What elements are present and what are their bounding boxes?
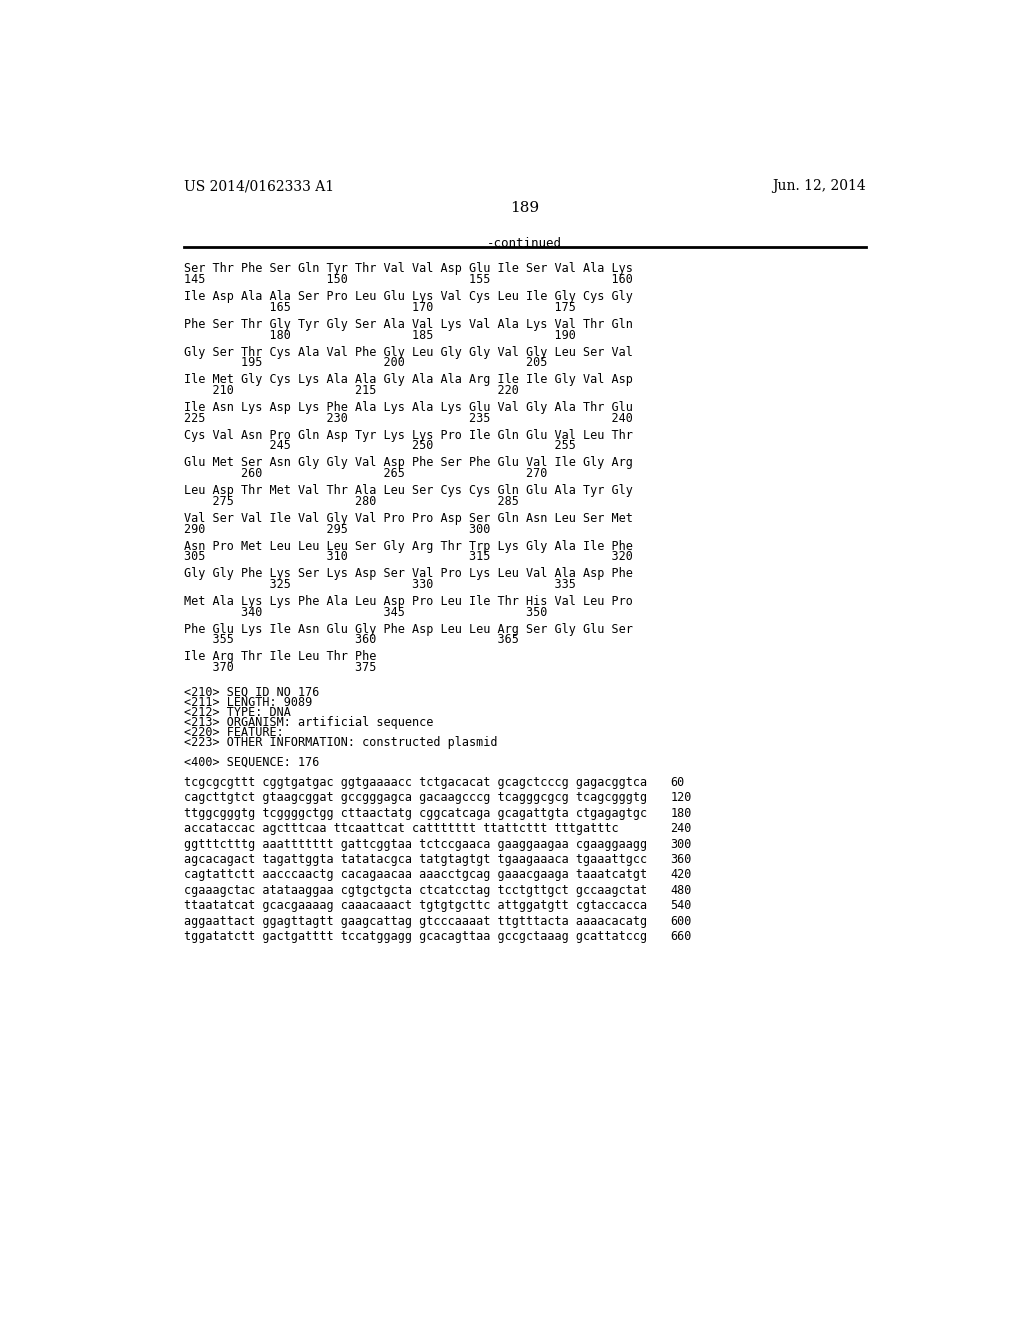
Text: <223> OTHER INFORMATION: constructed plasmid: <223> OTHER INFORMATION: constructed pla… <box>183 737 498 748</box>
Text: Ile Asn Lys Asp Lys Phe Ala Lys Ala Lys Glu Val Gly Ala Thr Glu: Ile Asn Lys Asp Lys Phe Ala Lys Ala Lys … <box>183 401 633 414</box>
Text: Jun. 12, 2014: Jun. 12, 2014 <box>772 180 866 193</box>
Text: Asn Pro Met Leu Leu Leu Ser Gly Arg Thr Trp Lys Gly Ala Ile Phe: Asn Pro Met Leu Leu Leu Ser Gly Arg Thr … <box>183 540 633 553</box>
Text: -continued: -continued <box>487 238 562 249</box>
Text: Glu Met Ser Asn Gly Gly Val Asp Phe Ser Phe Glu Val Ile Gly Arg: Glu Met Ser Asn Gly Gly Val Asp Phe Ser … <box>183 457 633 470</box>
Text: 120: 120 <box>671 792 692 804</box>
Text: 600: 600 <box>671 915 692 928</box>
Text: 60: 60 <box>671 776 685 789</box>
Text: ttaatatcat gcacgaaaag caaacaaact tgtgtgcttc attggatgtt cgtaccacca: ttaatatcat gcacgaaaag caaacaaact tgtgtgc… <box>183 899 647 912</box>
Text: Gly Gly Phe Lys Ser Lys Asp Ser Val Pro Lys Leu Val Ala Asp Phe: Gly Gly Phe Lys Ser Lys Asp Ser Val Pro … <box>183 568 633 581</box>
Text: Ile Asp Ala Ala Ser Pro Leu Glu Lys Val Cys Leu Ile Gly Cys Gly: Ile Asp Ala Ala Ser Pro Leu Glu Lys Val … <box>183 290 633 304</box>
Text: 189: 189 <box>510 201 540 215</box>
Text: Cys Val Asn Pro Gln Asp Tyr Lys Lys Pro Ile Gln Glu Val Leu Thr: Cys Val Asn Pro Gln Asp Tyr Lys Lys Pro … <box>183 429 633 442</box>
Text: 305                 310                 315                 320: 305 310 315 320 <box>183 550 633 564</box>
Text: Ile Met Gly Cys Lys Ala Ala Gly Ala Ala Arg Ile Ile Gly Val Asp: Ile Met Gly Cys Lys Ala Ala Gly Ala Ala … <box>183 374 633 387</box>
Text: 195                 200                 205: 195 200 205 <box>183 356 547 370</box>
Text: cgaaagctac atataaggaa cgtgctgcta ctcatcctag tcctgttgct gccaagctat: cgaaagctac atataaggaa cgtgctgcta ctcatcc… <box>183 884 647 896</box>
Text: 180                 185                 190: 180 185 190 <box>183 329 575 342</box>
Text: Ser Thr Phe Ser Gln Tyr Thr Val Val Asp Glu Ile Ser Val Ala Lys: Ser Thr Phe Ser Gln Tyr Thr Val Val Asp … <box>183 263 633 276</box>
Text: US 2014/0162333 A1: US 2014/0162333 A1 <box>183 180 334 193</box>
Text: Met Ala Lys Lys Phe Ala Leu Asp Pro Leu Ile Thr His Val Leu Pro: Met Ala Lys Lys Phe Ala Leu Asp Pro Leu … <box>183 595 633 609</box>
Text: Phe Ser Thr Gly Tyr Gly Ser Ala Val Lys Val Ala Lys Val Thr Gln: Phe Ser Thr Gly Tyr Gly Ser Ala Val Lys … <box>183 318 633 331</box>
Text: 225                 230                 235                 240: 225 230 235 240 <box>183 412 633 425</box>
Text: 420: 420 <box>671 869 692 882</box>
Text: tcgcgcgttt cggtgatgac ggtgaaaacc tctgacacat gcagctcccg gagacggtca: tcgcgcgttt cggtgatgac ggtgaaaacc tctgaca… <box>183 776 647 789</box>
Text: 245                 250                 255: 245 250 255 <box>183 440 575 453</box>
Text: 480: 480 <box>671 884 692 896</box>
Text: 540: 540 <box>671 899 692 912</box>
Text: 290                 295                 300: 290 295 300 <box>183 523 490 536</box>
Text: 180: 180 <box>671 807 692 820</box>
Text: Gly Ser Thr Cys Ala Val Phe Gly Leu Gly Gly Val Gly Leu Ser Val: Gly Ser Thr Cys Ala Val Phe Gly Leu Gly … <box>183 346 633 359</box>
Text: <213> ORGANISM: artificial sequence: <213> ORGANISM: artificial sequence <box>183 715 433 729</box>
Text: tggatatctt gactgatttt tccatggagg gcacagttaa gccgctaaag gcattatccg: tggatatctt gactgatttt tccatggagg gcacagt… <box>183 929 647 942</box>
Text: 370                 375: 370 375 <box>183 661 376 675</box>
Text: <211> LENGTH: 9089: <211> LENGTH: 9089 <box>183 696 312 709</box>
Text: <212> TYPE: DNA: <212> TYPE: DNA <box>183 706 291 719</box>
Text: 340                 345                 350: 340 345 350 <box>183 606 547 619</box>
Text: agcacagact tagattggta tatatacgca tatgtagtgt tgaagaaaca tgaaattgcc: agcacagact tagattggta tatatacgca tatgtag… <box>183 853 647 866</box>
Text: 355                 360                 365: 355 360 365 <box>183 634 519 647</box>
Text: 240: 240 <box>671 822 692 836</box>
Text: ggtttctttg aaattttttt gattcggtaa tctccgaaca gaaggaagaa cgaaggaagg: ggtttctttg aaattttttt gattcggtaa tctccga… <box>183 838 647 850</box>
Text: Leu Asp Thr Met Val Thr Ala Leu Ser Cys Cys Gln Glu Ala Tyr Gly: Leu Asp Thr Met Val Thr Ala Leu Ser Cys … <box>183 484 633 498</box>
Text: 325                 330                 335: 325 330 335 <box>183 578 575 591</box>
Text: 260                 265                 270: 260 265 270 <box>183 467 547 480</box>
Text: 360: 360 <box>671 853 692 866</box>
Text: <210> SEQ ID NO 176: <210> SEQ ID NO 176 <box>183 686 319 698</box>
Text: 660: 660 <box>671 929 692 942</box>
Text: <400> SEQUENCE: 176: <400> SEQUENCE: 176 <box>183 756 319 770</box>
Text: <220> FEATURE:: <220> FEATURE: <box>183 726 284 739</box>
Text: Ile Arg Thr Ile Leu Thr Phe: Ile Arg Thr Ile Leu Thr Phe <box>183 651 376 664</box>
Text: Phe Glu Lys Ile Asn Glu Gly Phe Asp Leu Leu Arg Ser Gly Glu Ser: Phe Glu Lys Ile Asn Glu Gly Phe Asp Leu … <box>183 623 633 636</box>
Text: cagtattctt aacccaactg cacagaacaa aaacctgcag gaaacgaaga taaatcatgt: cagtattctt aacccaactg cacagaacaa aaacctg… <box>183 869 647 882</box>
Text: ttggcgggtg tcggggctgg cttaactatg cggcatcaga gcagattgta ctgagagtgc: ttggcgggtg tcggggctgg cttaactatg cggcatc… <box>183 807 647 820</box>
Text: 165                 170                 175: 165 170 175 <box>183 301 575 314</box>
Text: Val Ser Val Ile Val Gly Val Pro Pro Asp Ser Gln Asn Leu Ser Met: Val Ser Val Ile Val Gly Val Pro Pro Asp … <box>183 512 633 525</box>
Text: 210                 215                 220: 210 215 220 <box>183 384 519 397</box>
Text: accataccac agctttcaa ttcaattcat cattttttt ttattcttt tttgatttc: accataccac agctttcaa ttcaattcat catttttt… <box>183 822 618 836</box>
Text: cagcttgtct gtaagcggat gccgggagca gacaagcccg tcagggcgcg tcagcgggtg: cagcttgtct gtaagcggat gccgggagca gacaagc… <box>183 792 647 804</box>
Text: 145                 150                 155                 160: 145 150 155 160 <box>183 273 633 286</box>
Text: aggaattact ggagttagtt gaagcattag gtcccaaaat ttgtttacta aaaacacatg: aggaattact ggagttagtt gaagcattag gtcccaa… <box>183 915 647 928</box>
Text: 275                 280                 285: 275 280 285 <box>183 495 519 508</box>
Text: 300: 300 <box>671 838 692 850</box>
